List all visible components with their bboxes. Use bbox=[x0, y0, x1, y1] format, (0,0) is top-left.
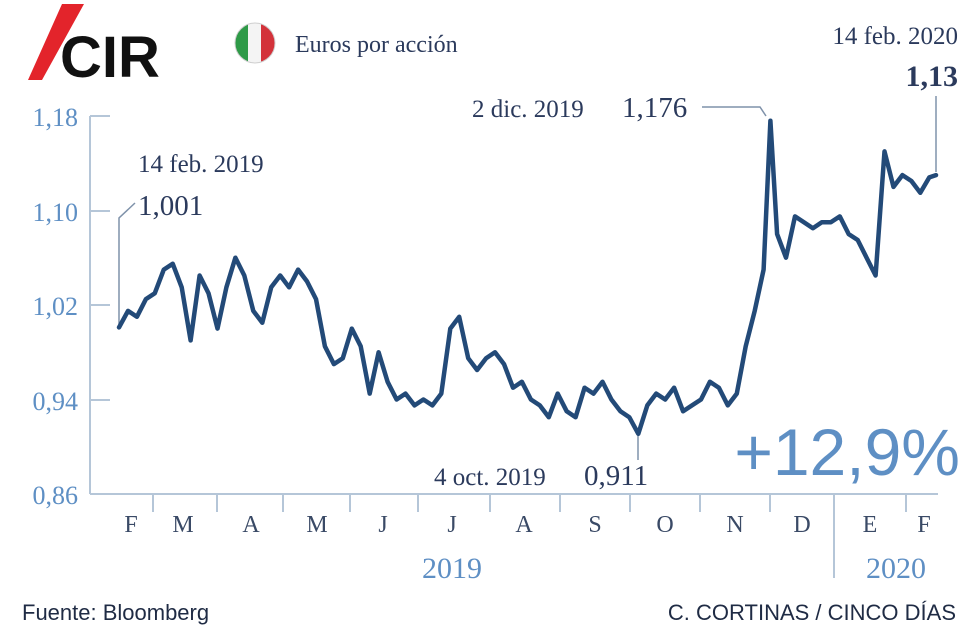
min-value-label: 0,911 bbox=[584, 460, 648, 492]
y-tick-label: 1,18 bbox=[33, 103, 79, 132]
y-tick-label: 0,94 bbox=[33, 387, 79, 416]
month-label: O bbox=[656, 512, 673, 538]
start-value-label: 1,001 bbox=[138, 190, 203, 222]
logo-text: CIR bbox=[60, 25, 160, 90]
month-label: A bbox=[242, 512, 260, 538]
year-label-2020: 2020 bbox=[866, 552, 926, 585]
x-axis: F M A M J J A S O N D E F 2019 2020 bbox=[90, 493, 938, 585]
month-label: F bbox=[124, 512, 137, 538]
change-label: +12,9% bbox=[734, 415, 960, 489]
y-tick-label: 1,10 bbox=[33, 198, 79, 227]
source-label: Fuente: Bloomberg bbox=[22, 600, 209, 625]
month-label: A bbox=[515, 512, 533, 538]
month-label: N bbox=[726, 512, 743, 538]
month-label: M bbox=[172, 512, 193, 538]
y-tick-label: 0,86 bbox=[33, 481, 79, 510]
max-leader-line bbox=[702, 106, 767, 117]
min-date-label: 4 oct. 2019 bbox=[434, 464, 546, 491]
year-label-2019: 2019 bbox=[422, 552, 482, 585]
month-label: F bbox=[917, 512, 930, 538]
max-date-label: 2 dic. 2019 bbox=[472, 96, 584, 123]
start-date-label: 14 feb. 2019 bbox=[138, 151, 264, 178]
start-leader-line bbox=[118, 202, 136, 324]
price-series-line bbox=[116, 118, 939, 437]
end-date-label: 14 feb. 2020 bbox=[832, 23, 958, 50]
y-axis: 1,18 1,10 1,02 0,94 0,86 bbox=[33, 103, 110, 510]
logo-red-swoosh bbox=[6, 4, 84, 80]
max-value-label: 1,176 bbox=[622, 92, 687, 124]
month-label: E bbox=[863, 512, 878, 538]
unit-label: Euros por acción bbox=[295, 32, 458, 58]
month-label: M bbox=[306, 512, 327, 538]
month-label: D bbox=[793, 512, 810, 538]
y-tick-label: 1,02 bbox=[33, 292, 79, 321]
month-label: J bbox=[447, 512, 456, 538]
italy-flag-icon bbox=[234, 22, 276, 64]
month-label: J bbox=[378, 512, 387, 538]
month-label: S bbox=[588, 512, 601, 538]
credit-label: C. CORTINAS / CINCO DÍAS bbox=[668, 600, 956, 625]
cir-logo: CIR bbox=[6, 4, 160, 90]
end-value-label: 1,13 bbox=[906, 60, 959, 93]
